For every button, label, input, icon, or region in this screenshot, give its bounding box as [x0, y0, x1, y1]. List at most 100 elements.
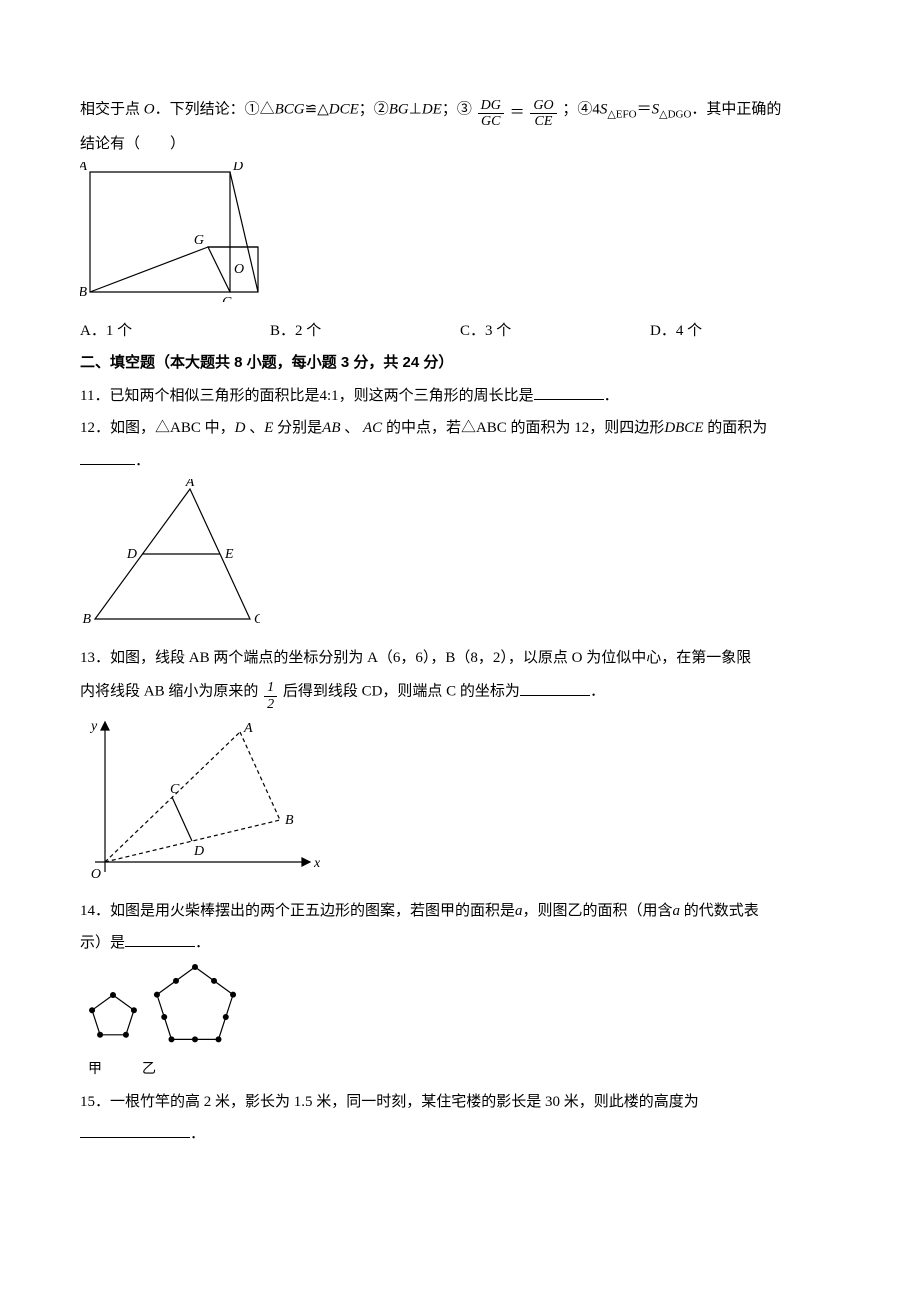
q10-ci: ．下列结论：①△ — [155, 101, 275, 117]
q11-b: ，则这两个三角形的周长比是 — [339, 388, 534, 404]
q12-AC: AC — [363, 420, 382, 436]
svg-text:D: D — [232, 162, 243, 174]
svg-text:E: E — [224, 547, 234, 562]
svg-text:C: C — [222, 295, 232, 302]
q10-c1a: BCG — [275, 101, 305, 117]
q10-c2a: BG — [389, 101, 409, 117]
q13-c: ． — [590, 684, 605, 700]
svg-text:A: A — [80, 162, 87, 174]
q10-eq: ＝ — [510, 105, 525, 121]
q10-optB: B．2 个 — [270, 317, 460, 346]
svg-text:A: A — [185, 479, 195, 490]
q10-c2b: DE — [422, 101, 442, 117]
q14-figure: 甲 乙 — [80, 962, 840, 1084]
q14-lbl1: 甲 — [88, 1057, 102, 1084]
q14-a: 14．如图是用火柴棒摆出的两个正五边形的图案，若图甲的面积是 — [80, 903, 515, 919]
q15-line2: ． — [80, 1120, 840, 1149]
q12-line2: ． — [80, 447, 840, 476]
q11-blank[interactable] — [534, 384, 604, 400]
section2-title: 二、填空题（本大题共 8 小题，每小题 3 分，共 24 分） — [80, 349, 840, 378]
q14-av: a — [515, 903, 523, 919]
q10-optD: D．4 个 — [650, 317, 840, 346]
q10-f2d: CE — [530, 114, 556, 129]
q10-c1b: DCE — [329, 101, 359, 117]
svg-text:O: O — [91, 867, 101, 882]
q11-a: 11．已知两个相似三角形的面积比是 — [80, 388, 319, 404]
q14-c: 的代数式表 — [680, 903, 759, 919]
q10-frac1: DGGC — [478, 98, 504, 130]
q12-line1: 12．如图，△ABC 中，D 、E 分别是AB 、 AC 的中点，若△ABC 的… — [80, 414, 840, 443]
q15-line1: 15．一根竹竿的高 2 米，影长为 1.5 米，同一时刻，某住宅楼的影长是 30… — [80, 1088, 840, 1117]
svg-text:D: D — [193, 844, 204, 859]
q10-tail: ．其中正确的 — [691, 101, 781, 117]
q12-blank[interactable] — [80, 449, 135, 465]
q13-fd: 2 — [264, 697, 277, 712]
svg-text:G: G — [194, 233, 204, 248]
q11: 11．已知两个相似三角形的面积比是4:1，则这两个三角形的周长比是 ． — [80, 382, 840, 411]
q13-fn: 1 — [264, 680, 277, 696]
q10-optA: A．1 个 — [80, 317, 270, 346]
q10-options: A．1 个 B．2 个 C．3 个 D．4 个 — [80, 317, 840, 346]
svg-text:B: B — [80, 285, 87, 300]
q10-cong: ≌△ — [305, 101, 329, 117]
q12-e: 的面积为 12，则四边形 — [507, 420, 665, 436]
q10-eq2: ＝ — [637, 101, 652, 117]
svg-text:x: x — [313, 856, 321, 871]
q13-b1: 内将线段 AB 缩小为原来的 — [80, 684, 258, 700]
q15-blank[interactable] — [80, 1122, 190, 1138]
q14-b: ，则图乙的面积（用含 — [523, 903, 673, 919]
q10-optC: C．3 个 — [460, 317, 650, 346]
q15-b: ． — [190, 1126, 205, 1142]
q11-ratio: 4:1 — [319, 388, 338, 404]
q12-d2: 、 — [341, 420, 364, 436]
q12-D: D — [235, 420, 246, 436]
svg-text:B: B — [285, 813, 294, 828]
q14-e: ． — [195, 935, 210, 951]
q10-s1: ；② — [359, 101, 389, 117]
q10-S2: S — [652, 101, 660, 117]
q12-figure: A B C D E — [80, 479, 840, 640]
q12-g: ． — [135, 453, 150, 469]
q11-c: ． — [604, 388, 619, 404]
q10-efo: △EFO — [607, 108, 636, 120]
q10-s3: ；④4 — [562, 101, 600, 117]
svg-text:O: O — [234, 262, 244, 277]
svg-text:y: y — [89, 719, 98, 734]
q12-b: 中， — [201, 420, 235, 436]
q10-pre: 相交于点 — [80, 101, 144, 117]
q14-blank[interactable] — [125, 931, 195, 947]
q10-f1n: DG — [478, 98, 504, 114]
q10-frac2: GOCE — [530, 98, 556, 130]
q10-perp: ⊥ — [409, 101, 422, 117]
q13-frac: 12 — [264, 680, 277, 712]
q12-tri: △ABC — [155, 420, 201, 436]
q12-c: 分别是 — [273, 420, 322, 436]
q12-DBCE: DBCE — [664, 420, 703, 436]
q10-figure: ADBCEFGO — [80, 162, 840, 313]
q12-AB: AB — [322, 420, 340, 436]
q12-d: 的中点，若 — [382, 420, 461, 436]
q13-line1: 13．如图，线段 AB 两个端点的坐标分别为 A（6，6），B（8，2），以原点… — [80, 644, 840, 673]
svg-text:A: A — [243, 721, 253, 736]
q14-line2: 示）是 ． — [80, 929, 840, 958]
q14-av2: a — [673, 903, 681, 919]
q10-s2: ；③ — [442, 101, 472, 117]
q13-b2: 后得到线段 CD，则端点 C 的坐标为 — [283, 684, 520, 700]
q10-O: O — [144, 101, 155, 117]
svg-text:D: D — [126, 547, 137, 562]
q10-f1d: GC — [478, 114, 504, 129]
q12-a: 12．如图， — [80, 420, 155, 436]
q14-labels: 甲 乙 — [88, 1057, 840, 1084]
svg-text:C: C — [170, 782, 180, 797]
q12-f: 的面积为 — [703, 420, 767, 436]
q14-line1: 14．如图是用火柴棒摆出的两个正五边形的图案，若图甲的面积是a，则图乙的面积（用… — [80, 897, 840, 926]
q10-f2n: GO — [530, 98, 556, 114]
q13-line2: 内将线段 AB 缩小为原来的 12 后得到线段 CD，则端点 C 的坐标为． — [80, 676, 840, 708]
svg-text:C: C — [254, 612, 260, 627]
q13-blank[interactable] — [520, 680, 590, 696]
q12-d1: 、 — [245, 420, 264, 436]
q14-d: 示）是 — [80, 935, 125, 951]
q10-dgo: △DGO — [659, 108, 691, 120]
q13-figure: Ox y A B C D — [80, 712, 840, 893]
svg-text:B: B — [82, 612, 91, 627]
